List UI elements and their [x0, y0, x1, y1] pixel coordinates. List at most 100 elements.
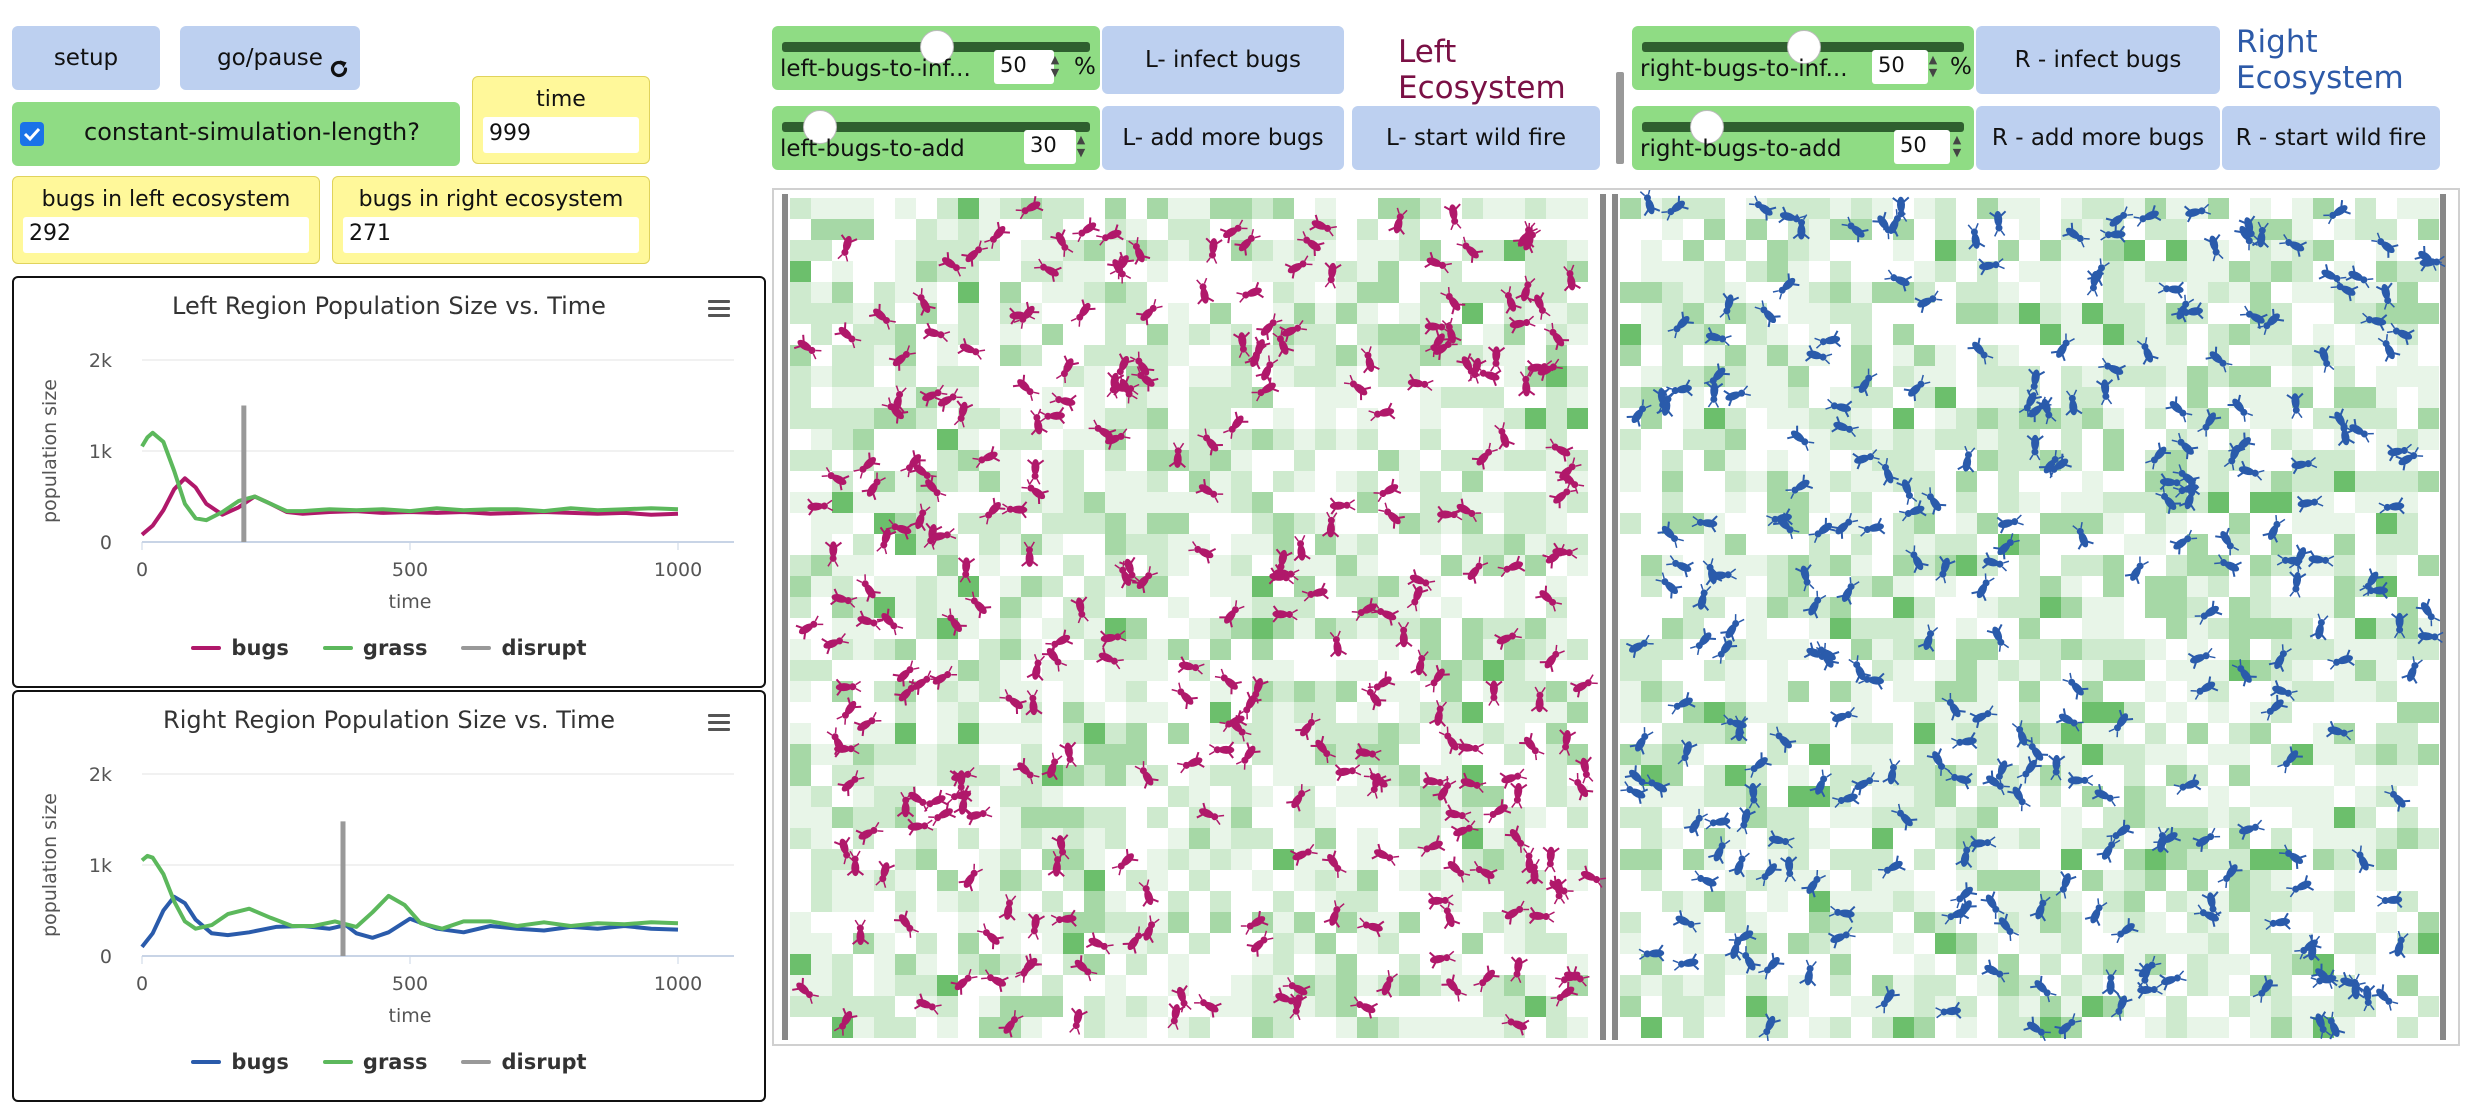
bug-body	[1720, 640, 1733, 654]
world-view[interactable]	[772, 188, 2460, 1046]
bug	[2159, 473, 2186, 491]
bug	[1501, 900, 1530, 925]
bug-body	[1456, 503, 1472, 515]
bug	[792, 977, 819, 1004]
world-canvas[interactable]	[774, 190, 2458, 1044]
left-start-wild-fire-button[interactable]: L- start wild fire	[1352, 106, 1600, 170]
slider-track[interactable]	[1642, 122, 1964, 132]
slider-value-input[interactable]: 30	[1024, 130, 1076, 164]
grass-patch	[1168, 639, 1189, 660]
grass-patch	[1851, 639, 1872, 660]
bug-leg	[833, 748, 839, 756]
bug-leg	[1453, 856, 1456, 864]
bug	[1244, 341, 1267, 370]
spinner-icon[interactable]: ▲ ▼	[1928, 53, 1938, 79]
right-bugs-to-add-slider[interactable]: right-bugs-to-add 50 ▲ ▼	[1632, 106, 1974, 170]
spinner-icon[interactable]: ▲ ▼	[1050, 53, 1060, 79]
slider-value-input[interactable]: 50	[994, 50, 1054, 84]
bug-leg	[2344, 210, 2351, 215]
bug-head	[870, 826, 878, 834]
slider-thumb[interactable]	[920, 30, 954, 64]
go-pause-button[interactable]: go/pause	[180, 26, 360, 90]
bug-antenna	[826, 731, 833, 736]
bug	[1309, 214, 1337, 237]
bug-leg	[833, 588, 839, 596]
grass-patch	[790, 681, 811, 702]
slider-thumb[interactable]	[1690, 110, 1725, 144]
constant-simulation-length-switch[interactable]: constant-simulation-length?	[12, 102, 460, 166]
bug-leg	[1246, 944, 1254, 947]
bug-head	[2329, 211, 2337, 219]
bug-antenna	[1051, 921, 1058, 926]
setup-button[interactable]: setup	[12, 26, 160, 90]
bug-leg	[1289, 849, 1297, 855]
menu-icon[interactable]	[708, 300, 730, 318]
bug	[1830, 706, 1858, 728]
left-bugs-to-add-slider[interactable]: left-bugs-to-add 30 ▲ ▼	[772, 106, 1100, 170]
grass-patch	[979, 198, 1000, 219]
bug-antenna	[2439, 255, 2445, 261]
grass-patch	[1273, 471, 1294, 492]
grass-patch	[1914, 954, 1935, 975]
bug-antenna	[984, 239, 991, 243]
slider-value-input[interactable]: 50	[1894, 130, 1950, 164]
grass-series-line	[140, 853, 679, 931]
bug-antenna	[1332, 512, 1338, 518]
bug-antenna	[2229, 549, 2231, 556]
grass-patch	[1893, 639, 1914, 660]
grass-patch	[1977, 744, 1998, 765]
slider-value-input[interactable]: 50	[1872, 50, 1928, 84]
bug-leg	[1305, 733, 1309, 741]
bug-antenna	[1137, 351, 1140, 358]
left-infect-bugs-button[interactable]: L- infect bugs	[1102, 26, 1344, 94]
grass-patch	[2145, 744, 2166, 765]
bugs-left-label: bugs in left ecosystem	[41, 187, 291, 212]
grass-patch	[1725, 471, 1746, 492]
slider-thumb[interactable]	[1787, 30, 1821, 64]
spinner-icon[interactable]: ▲ ▼	[1952, 133, 1962, 159]
legend-item-bugs[interactable]: bugs	[191, 1050, 289, 1074]
checkbox[interactable]	[20, 122, 44, 146]
spinner-icon[interactable]: ▲ ▼	[1076, 133, 1086, 159]
menu-icon[interactable]	[708, 714, 730, 732]
bug	[830, 588, 858, 608]
bug-leg	[1219, 228, 1227, 233]
bug-head	[1139, 767, 1147, 775]
right-infect-bugs-button[interactable]: R - infect bugs	[1976, 26, 2220, 94]
bug-antenna	[2069, 672, 2072, 679]
right-bugs-to-infect-slider[interactable]: right-bugs-to-inf... 50 ▲ ▼ %	[1632, 26, 1974, 90]
grass-patch	[1746, 996, 1767, 1017]
bug-leg	[2225, 527, 2230, 535]
legend-item-disrupt[interactable]: disrupt	[461, 636, 587, 660]
legend-item-grass[interactable]: grass	[322, 1050, 427, 1074]
bug-leg	[2340, 199, 2344, 207]
bug-antenna	[1245, 732, 1252, 736]
grass-patch	[1357, 534, 1378, 555]
bug-leg	[913, 786, 916, 794]
bug-antenna	[1744, 768, 1751, 771]
slider-track[interactable]	[782, 122, 1090, 132]
grass-patch	[1021, 639, 1042, 660]
slider-thumb[interactable]	[802, 110, 837, 144]
grass-patch	[1273, 723, 1294, 744]
legend-item-grass[interactable]: grass	[322, 636, 427, 660]
bug-leg	[1451, 307, 1455, 315]
bug-head	[1379, 490, 1387, 498]
grass-patch	[895, 786, 916, 807]
bug-body	[1261, 382, 1276, 394]
left-add-more-bugs-button[interactable]: L- add more bugs	[1102, 106, 1344, 170]
legend-item-bugs[interactable]: bugs	[191, 636, 289, 660]
bug-leg	[1539, 661, 1547, 664]
right-add-more-bugs-button[interactable]: R - add more bugs	[1976, 106, 2220, 170]
legend-item-disrupt[interactable]: disrupt	[461, 1050, 587, 1074]
bug-antenna	[951, 673, 958, 676]
bug-leg	[919, 390, 927, 396]
bug-antenna	[1035, 933, 1039, 940]
bug	[900, 450, 926, 478]
left-bugs-to-infect-slider[interactable]: left-bugs-to-inf... 50 ▲ ▼ %	[772, 26, 1100, 90]
right-start-wild-fire-button[interactable]: R - start wild fire	[2222, 106, 2440, 170]
grass-patch	[1084, 891, 1105, 912]
grass-patch	[1935, 198, 1956, 219]
bug-leg	[845, 836, 851, 844]
bug-leg	[1735, 954, 1742, 961]
